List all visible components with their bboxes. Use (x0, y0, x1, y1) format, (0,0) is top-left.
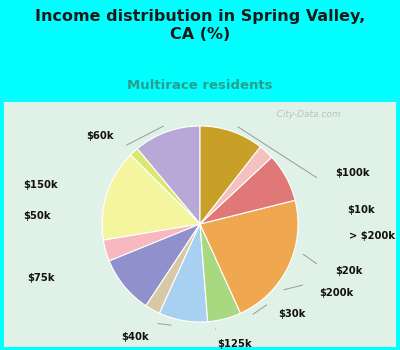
Wedge shape (200, 157, 295, 224)
Text: City-Data.com: City-Data.com (268, 110, 340, 119)
Wedge shape (102, 155, 200, 240)
Text: $50k: $50k (24, 211, 51, 221)
Text: $10k: $10k (347, 205, 375, 215)
Text: $200k: $200k (320, 288, 354, 298)
Text: $100k: $100k (335, 168, 370, 178)
Text: Income distribution in Spring Valley,
CA (%): Income distribution in Spring Valley, CA… (35, 9, 365, 42)
Wedge shape (200, 126, 260, 224)
Wedge shape (160, 224, 208, 322)
FancyBboxPatch shape (4, 102, 396, 346)
Wedge shape (109, 224, 200, 306)
Wedge shape (146, 224, 200, 313)
Wedge shape (200, 147, 272, 224)
Wedge shape (137, 126, 200, 224)
Text: Multirace residents: Multirace residents (127, 79, 273, 92)
Text: $150k: $150k (23, 180, 58, 190)
Wedge shape (200, 200, 298, 313)
Text: $60k: $60k (86, 131, 114, 141)
Text: $20k: $20k (335, 266, 363, 276)
Wedge shape (130, 149, 200, 224)
Wedge shape (200, 224, 240, 322)
Text: $125k: $125k (218, 338, 252, 349)
Wedge shape (103, 224, 200, 261)
Text: $75k: $75k (28, 273, 55, 283)
Text: $30k: $30k (278, 309, 306, 319)
Text: > $200k: > $200k (349, 231, 395, 241)
Text: $40k: $40k (122, 332, 149, 342)
